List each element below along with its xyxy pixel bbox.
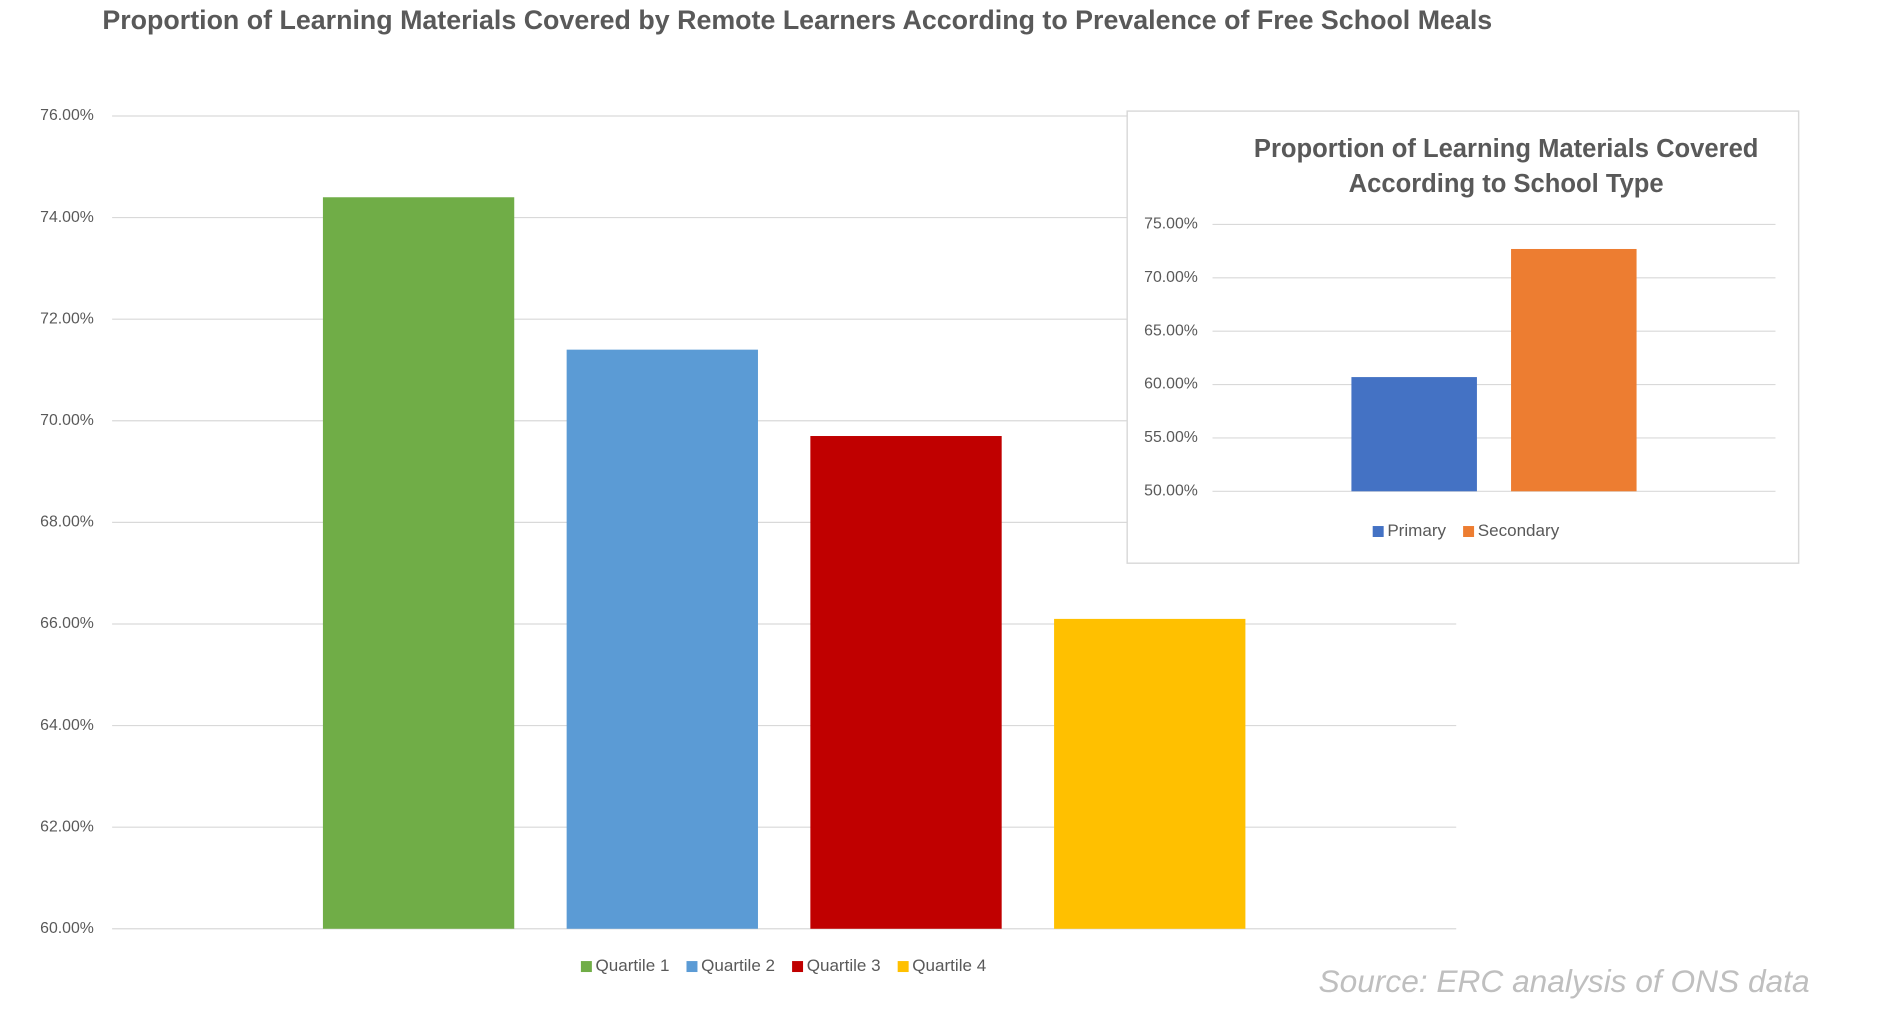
legend-label: Primary [1387,521,1446,540]
y-tick-label: 64.00% [40,717,94,734]
legend-swatch [792,961,804,973]
main-chart: Proportion of Learning Materials Covered… [40,5,1809,999]
chart-title: Proportion of Learning Materials Covered… [102,5,1492,35]
annotation: Source: ERC analysis of ONS data [1318,963,1809,999]
legend-label: Secondary [1478,521,1560,540]
y-tick-label: 76.00% [40,107,94,124]
bar [810,436,1002,929]
y-tick-label: 70.00% [1144,269,1198,286]
y-tick-label: 74.00% [40,209,94,226]
legend-swatch [580,961,592,973]
y-tick-label: 70.00% [40,412,94,429]
legend-swatch [1463,526,1475,537]
y-tick-label: 62.00% [40,818,94,835]
y-tick-label: 66.00% [40,615,94,632]
y-tick-label: 65.00% [1144,322,1198,339]
y-tick-label: 55.00% [1144,429,1198,446]
chart-title: According to School Type [1349,170,1664,198]
legend-swatch [1372,526,1384,537]
bar [1511,248,1637,492]
bar [1351,377,1477,492]
y-tick-label: 75.00% [1144,216,1198,233]
legend-swatch [897,961,909,973]
inset-chart: Proportion of Learning Materials Covered… [1144,135,1776,540]
legend-label: Quartile 2 [701,956,775,975]
legend-swatch [686,961,698,973]
legend-label: Quartile 1 [596,956,670,975]
chart-title: Proportion of Learning Materials Covered [1254,135,1759,163]
y-tick-label: 68.00% [40,514,94,531]
bar [566,349,758,929]
legend-label: Quartile 3 [807,956,881,975]
bar [1054,618,1246,929]
legend-label: Quartile 4 [912,956,986,975]
y-tick-label: 60.00% [1144,376,1198,393]
bar [322,197,515,929]
y-tick-label: 60.00% [40,920,94,937]
y-tick-label: 50.00% [1144,482,1198,499]
y-tick-label: 72.00% [40,310,94,327]
